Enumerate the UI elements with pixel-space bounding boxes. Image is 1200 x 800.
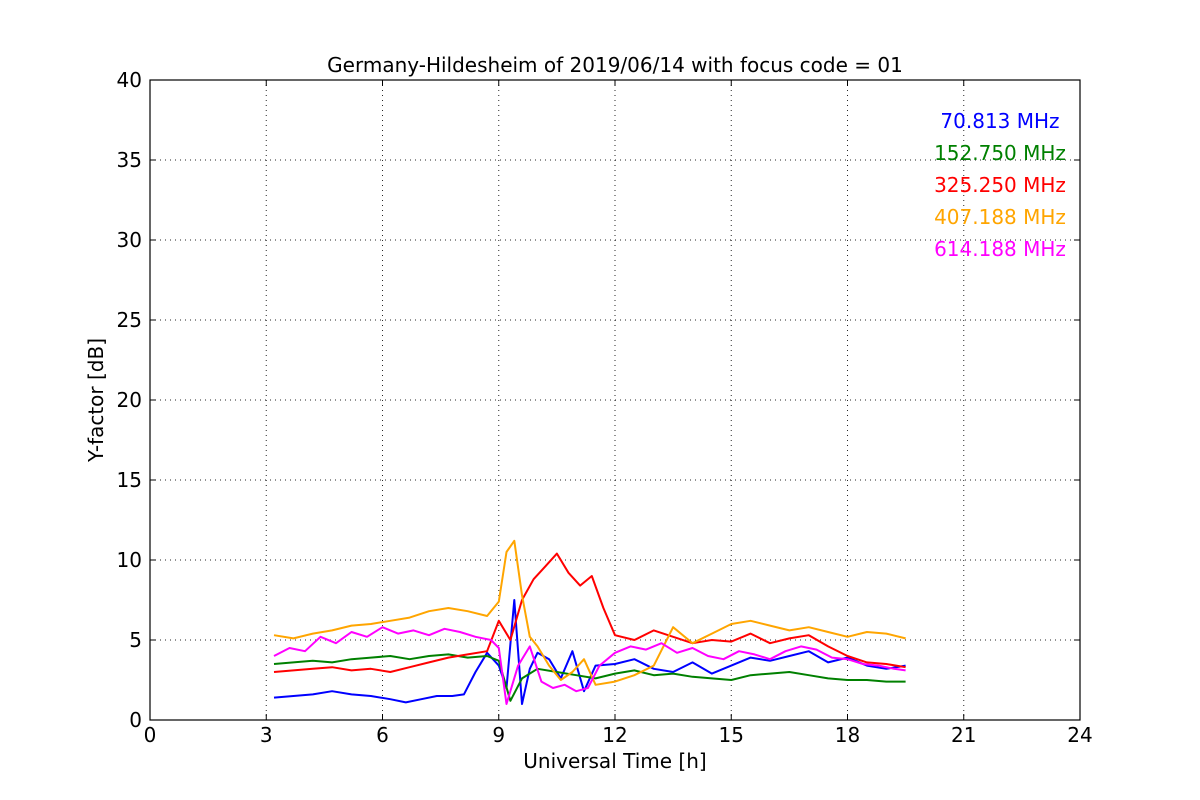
series-line-1 — [273, 599, 906, 705]
y-tick-label: 30 — [117, 228, 142, 252]
chart-title: Germany-Hildesheim of 2019/06/14 with fo… — [327, 53, 903, 77]
y-axis-label: Y-factor [dB] — [84, 338, 108, 463]
x-tick-label: 12 — [602, 723, 627, 747]
y-tick-label: 15 — [117, 468, 142, 492]
legend-entry-4: 407.188 MHz — [934, 205, 1066, 229]
legend: 70.813 MHz 152.750 MHz 325.250 MHz 407.188 … — [934, 109, 1066, 261]
series-layer — [273, 539, 906, 705]
legend-entry-5: 614.188 MHz — [934, 237, 1066, 261]
y-tick-label: 40 — [117, 68, 142, 92]
y-tick-label: 5 — [129, 628, 142, 652]
x-tick-label: 21 — [951, 723, 976, 747]
y-tick-label: 25 — [117, 308, 142, 332]
x-axis-label: Universal Time [h] — [523, 749, 706, 773]
x-tick-label: 9 — [492, 723, 505, 747]
tick-layer: 0 3 6 9 12 15 18 21 24 0 5 10 15 20 25 30 35 40 — [117, 68, 1093, 747]
series-line-4 — [273, 539, 906, 686]
series-line-2 — [273, 653, 906, 702]
x-tick-label: 15 — [719, 723, 744, 747]
y-tick-label: 20 — [117, 388, 142, 412]
series-line-5 — [273, 626, 906, 705]
x-tick-label: 6 — [376, 723, 389, 747]
y-tick-label: 10 — [117, 548, 142, 572]
y-tick-label: 0 — [129, 708, 142, 732]
legend-entry-3: 325.250 MHz — [934, 173, 1066, 197]
legend-entry-2: 152.750 MHz — [934, 141, 1066, 165]
y-tick-label: 35 — [117, 148, 142, 172]
legend-entry-1: 70.813 MHz — [940, 109, 1059, 133]
x-tick-label: 0 — [144, 723, 157, 747]
x-tick-label: 24 — [1067, 723, 1092, 747]
x-tick-label: 18 — [835, 723, 860, 747]
x-tick-label: 3 — [260, 723, 273, 747]
series-line-3 — [273, 552, 906, 673]
grid-layer — [150, 80, 1080, 720]
